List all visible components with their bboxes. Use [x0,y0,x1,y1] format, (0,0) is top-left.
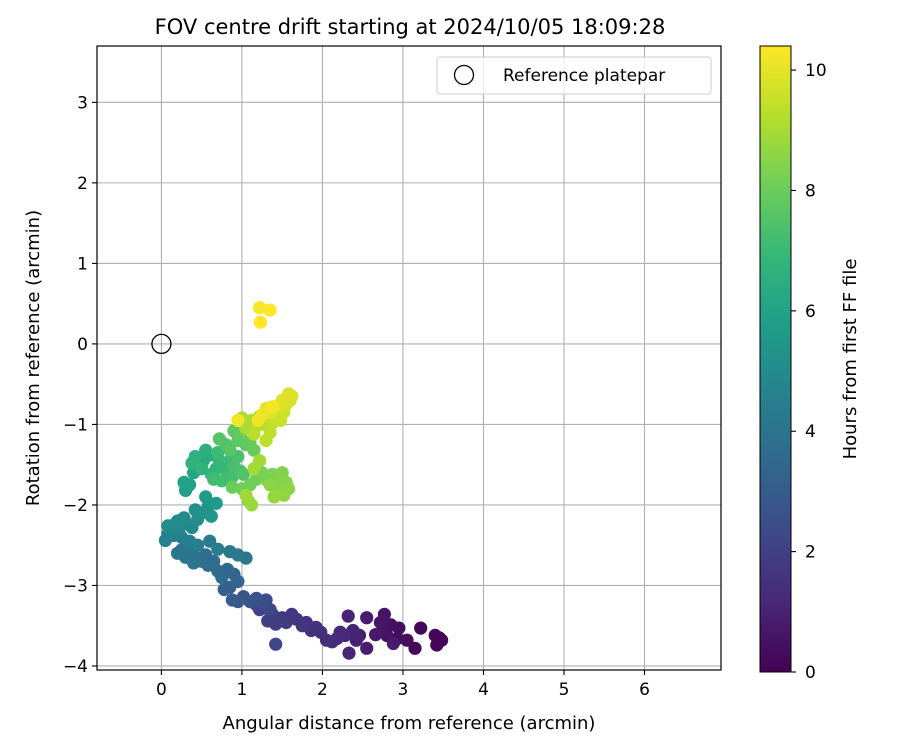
data-point [428,628,442,643]
data-point [199,490,213,504]
data-point [209,496,223,510]
data-point [223,545,237,559]
reference-marker-layer [151,333,172,355]
data-point [195,462,209,476]
x-tick-label: 3 [398,680,409,700]
legend-label: Reference platepar [503,66,665,86]
colorbar-label: Hours from first FF file [840,259,861,460]
colorbar-tick-label: 0 [805,663,816,683]
data-point [263,478,277,492]
data-point [267,490,281,504]
data-point [253,301,267,315]
data-point [253,315,267,329]
data-point [223,443,237,457]
y-tick-label: 0 [77,335,88,355]
chart-title: FOV centre drift starting at 2024/10/05 … [155,15,666,39]
data-point [360,641,374,655]
y-axis-ticks: −4 −3 −2 −1 0 1 2 3 [63,93,97,677]
colorbar [759,45,792,673]
data-point [341,609,355,623]
data-point [211,446,225,460]
data-point [203,534,217,548]
legend: Reference platepar [436,56,712,95]
y-tick-label: 2 [77,174,88,194]
data-point [245,498,259,512]
data-point [373,615,387,630]
colorbar-tick-label: 6 [805,302,816,322]
y-axis-label: Rotation from reference (arcmin) [23,210,44,506]
legend-open-circle-icon [453,64,475,86]
x-tick-label: 2 [317,680,328,700]
data-point [342,646,356,660]
data-point [217,582,231,597]
data-point [253,454,267,468]
y-tick-label: −1 [63,415,88,435]
data-point [211,542,225,556]
data-point [414,621,428,635]
data-point [199,443,213,457]
y-tick-label: 3 [77,93,88,113]
colorbar-tick-label: 2 [805,543,816,563]
data-point [204,509,218,523]
data-point [408,641,422,655]
x-axis-label: Angular distance from reference (arcmin) [223,713,596,734]
data-points [158,301,449,660]
data-point [231,413,245,427]
x-axis-ticks: 0 1 2 3 4 5 6 [156,670,650,700]
data-point [185,456,199,470]
data-point [269,637,283,651]
y-tick-label: −3 [63,576,88,596]
data-point [261,614,275,628]
reference-platepar-marker [151,333,172,355]
data-point [369,628,383,642]
data-point [251,413,265,427]
data-point [247,443,261,457]
x-tick-label: 1 [237,680,248,700]
data-point [215,474,229,488]
data-point [212,432,226,446]
data-point [239,488,253,502]
y-tick-label: −4 [63,657,88,677]
x-tick-label: 4 [478,680,489,700]
colorbar-tick-label: 10 [805,61,827,81]
data-point [170,546,185,560]
data-point [400,633,414,647]
legend-box [436,56,712,95]
y-tick-label: 1 [77,254,88,274]
gridlines [97,46,721,670]
data-point [177,475,191,489]
data-point [386,636,400,651]
data-point [225,593,239,607]
colorbar-ticks: 0 2 4 6 8 10 [791,61,827,683]
x-tick-label: 6 [639,680,650,700]
plot-frame [96,45,722,671]
x-tick-label: 5 [559,680,570,700]
data-point [277,488,291,502]
data-point [360,611,374,625]
data-point [158,533,172,548]
data-point [161,519,175,533]
data-point [247,427,261,441]
colorbar-tick-label: 4 [805,422,816,442]
data-point [265,400,280,414]
x-tick-label: 0 [156,680,167,700]
data-point [263,303,277,317]
colorbar-tick-label: 8 [805,181,816,201]
y-tick-label: −2 [63,496,88,516]
data-point [236,467,251,481]
